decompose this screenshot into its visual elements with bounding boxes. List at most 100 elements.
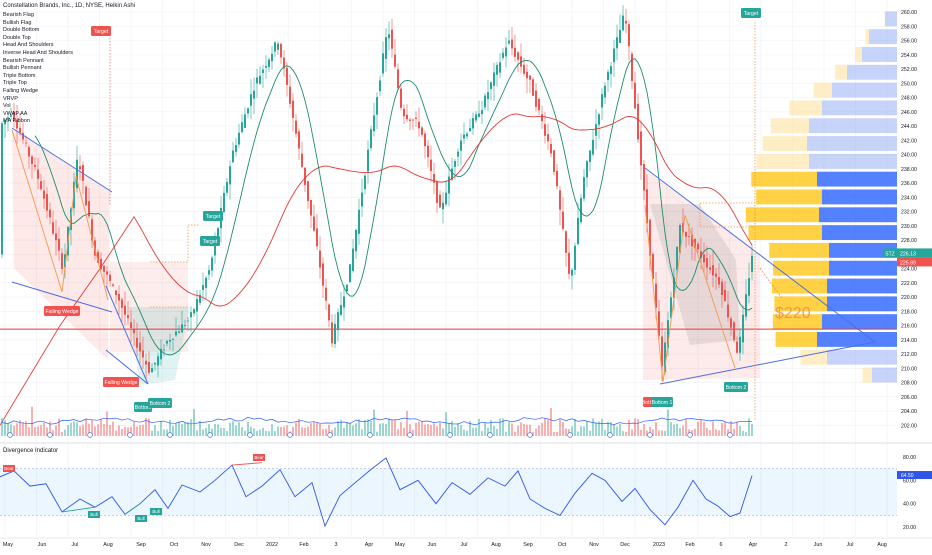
volume-bar (481, 431, 483, 436)
candle-body (466, 134, 468, 137)
bear-label: Bear (254, 455, 264, 460)
legend-item[interactable]: VRVP (3, 96, 73, 104)
candle-body (598, 114, 600, 124)
candle-body (697, 244, 699, 250)
candle-body (517, 52, 519, 59)
time-tick-label: Feb (299, 542, 308, 548)
candle-body (121, 299, 123, 307)
candle-body (286, 68, 288, 85)
profile-bar-orange (746, 207, 819, 222)
volume-bar (358, 419, 360, 436)
candle-body (493, 73, 495, 86)
volume-bar (562, 422, 564, 436)
candle-body (478, 114, 480, 117)
volume-bar (307, 427, 309, 436)
legend-item[interactable]: Triple Bottom (3, 73, 73, 81)
oscillator-value: 64.50 (901, 473, 914, 479)
price-tick-label: 222.00 (901, 281, 917, 287)
time-tick-label: Apr (749, 542, 758, 548)
candle-body (364, 176, 366, 190)
candle-body (223, 193, 225, 212)
volume-bar (55, 425, 57, 436)
legend-item[interactable]: Falling Wedge (3, 88, 73, 96)
volume-bar (418, 422, 420, 436)
candle-body (193, 309, 195, 313)
candle-body (604, 86, 606, 98)
candle-body (535, 91, 537, 107)
candle-body (529, 76, 531, 80)
price-tick-label: 258.00 (901, 24, 917, 30)
candle-body (616, 37, 618, 48)
candle-body (205, 278, 207, 288)
candle-body (727, 305, 729, 318)
profile-bar-orange (751, 172, 817, 187)
legend-item[interactable]: Bearish Pennant (3, 58, 73, 66)
volume-bar (430, 425, 432, 436)
profile-bar-orange (772, 279, 827, 294)
candle-body (397, 69, 399, 88)
legend-item[interactable]: VWAP AA (3, 111, 73, 119)
legend-item[interactable]: Triple Top (3, 80, 73, 88)
volume-bar (394, 420, 396, 436)
candle-body (445, 193, 447, 205)
legend-item[interactable]: Inverse Head And Shoulders (3, 50, 73, 58)
volume-bar (700, 419, 702, 436)
event-marker (448, 433, 453, 438)
volume-bar (70, 423, 72, 436)
volume-bar (658, 430, 660, 436)
candle-body (625, 21, 627, 24)
volume-bar (364, 420, 366, 436)
legend-item[interactable]: Double Bottom (3, 27, 73, 35)
candle-body (355, 230, 357, 251)
legend-item[interactable]: Bullish Flag (3, 20, 73, 28)
candle-body (607, 72, 609, 80)
candle-body (568, 253, 570, 274)
candle-body (103, 266, 105, 272)
volume-bar (751, 424, 753, 436)
volume-bar (205, 428, 207, 436)
oscillator-band (0, 469, 897, 516)
time-tick-label: 2023 (653, 542, 665, 548)
legend-item[interactable]: Head And Shoulders (3, 42, 73, 50)
legend-item[interactable]: Bearish Flag (3, 12, 73, 20)
price-tick-label: 240.00 (901, 153, 917, 159)
candle-body (172, 339, 174, 340)
candle-body (430, 160, 432, 171)
candle-body (28, 147, 30, 156)
legend-item[interactable]: MA Ribbon (3, 118, 73, 126)
price-tick-label: 206.00 (901, 395, 917, 401)
candle-body (631, 54, 633, 81)
volume-bar (661, 430, 663, 436)
price-tick-label: 216.00 (901, 324, 917, 330)
volume-bar (517, 426, 519, 436)
target-tag-text: Target (744, 11, 759, 17)
candle-body (481, 110, 483, 114)
candle-body (148, 362, 150, 373)
profile-bar-blue (817, 332, 897, 347)
legend-item[interactable]: Double Top (3, 35, 73, 43)
time-tick-label: 6 (720, 542, 723, 548)
candle-body (247, 108, 249, 113)
volume-bar (136, 427, 138, 436)
volume-bar (460, 425, 462, 436)
volume-bar (319, 424, 321, 436)
candle-body (436, 182, 438, 203)
price-tick-label: 246.00 (901, 110, 917, 116)
profile-bar-blue (829, 261, 897, 276)
bottom-2-tag-text: Bottom 2 (726, 385, 747, 391)
candle-body (43, 191, 45, 199)
candle-body (196, 299, 198, 312)
candle-body (421, 127, 423, 134)
legend-item[interactable]: Vol (3, 103, 73, 111)
candle-body (460, 141, 462, 151)
time-tick-label: Oct (558, 542, 567, 548)
legend-item[interactable]: Bullish Pennant (3, 65, 73, 73)
volume-bar (442, 428, 444, 436)
volume-bar (34, 427, 36, 436)
candle-body (208, 270, 210, 274)
price-tick-label: 238.00 (901, 167, 917, 173)
profile-bar-orange (835, 65, 847, 80)
bull-label: Bull (152, 509, 159, 514)
